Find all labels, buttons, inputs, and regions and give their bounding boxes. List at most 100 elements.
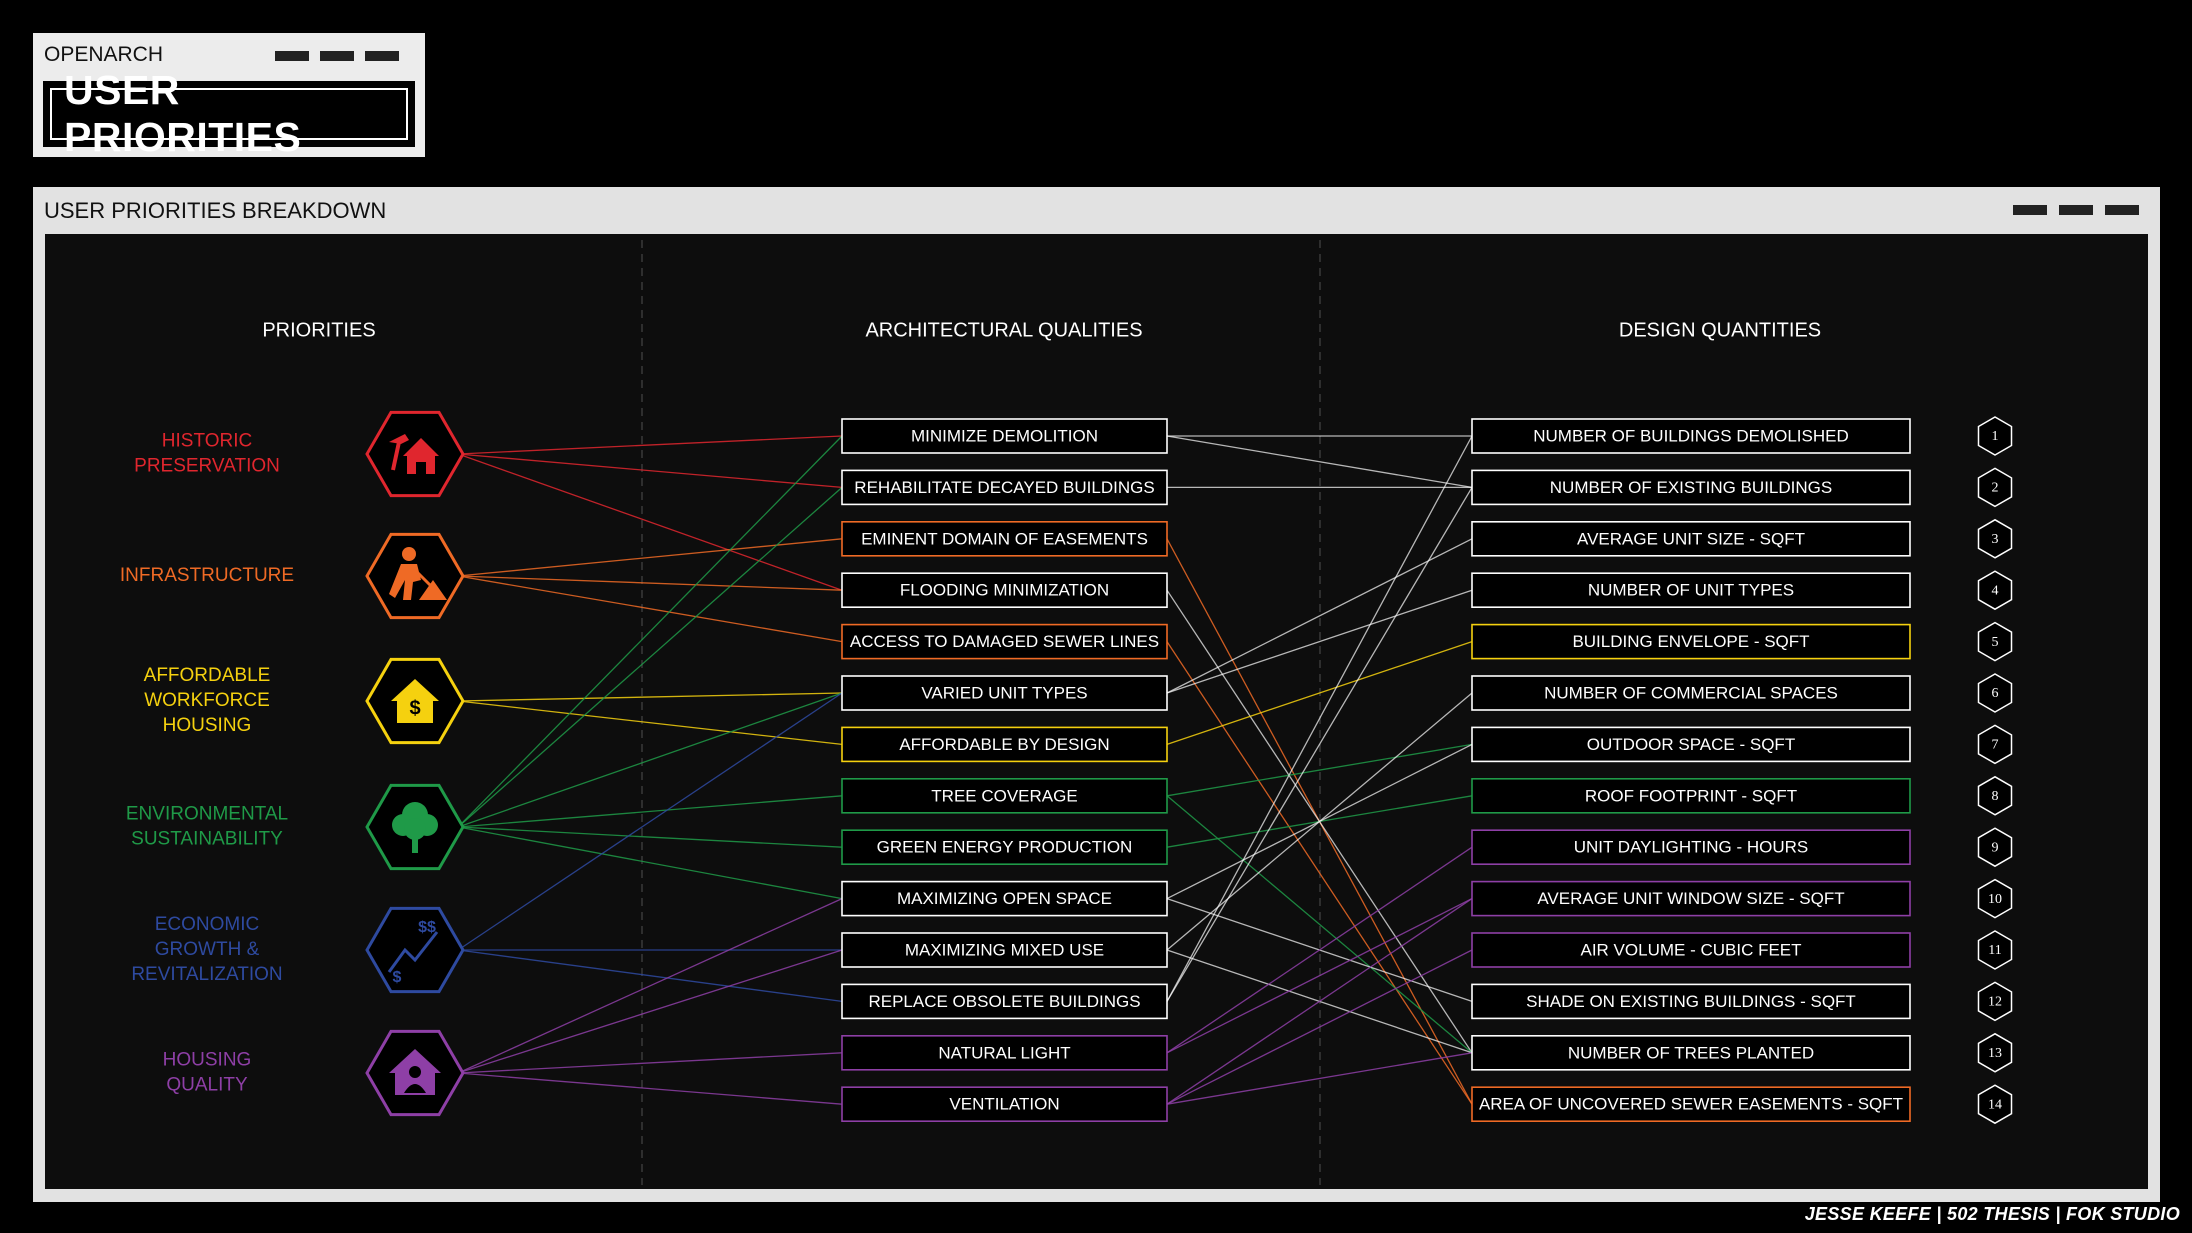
quantity-box: NUMBER OF UNIT TYPES 4 [1471,570,2013,611]
title-card-window-controls [275,51,399,61]
priority-label: ECONOMIC [155,914,260,935]
quantity-box: AVERAGE UNIT SIZE - SQFT 3 [1471,518,2013,559]
quality-label: VARIED UNIT TYPES [921,683,1087,702]
quality-label: MAXIMIZING MIXED USE [905,940,1104,959]
quantity-label: OUTDOOR SPACE - SQFT [1587,735,1795,754]
priority-quality-link [458,575,843,643]
quality-box: MINIMIZE DEMOLITION [841,418,1168,454]
window-controls [2013,205,2139,215]
dirt-pile [419,580,447,600]
quantity-number-badge: 7 [1977,724,2013,765]
priority-label: QUALITY [166,1075,248,1096]
quantity-box-frame [1471,932,1911,968]
quality-quantity-link [1166,487,1473,1002]
quality-box: MAXIMIZING MIXED USE [841,932,1168,968]
door-shape [416,462,426,474]
quantity-number: 6 [1992,686,1999,701]
quantity-number-badge: 5 [1977,621,2013,662]
quality-box: TREE COVERAGE [841,777,1168,814]
quantity-number: 3 [1992,532,1999,547]
number-hexagon [1977,1084,2013,1125]
quality-box-frame [841,1086,1168,1122]
window-control-dash [275,51,309,61]
quality-box: AFFORDABLE BY DESIGN [841,726,1168,763]
priority-item: HISTORIC PRESERVATION [134,410,465,498]
priority-quality-link [458,826,843,848]
quantity-number: 7 [1992,738,1999,753]
quantity-label: NUMBER OF TREES PLANTED [1568,1043,1814,1062]
number-hexagon [1977,621,2013,662]
quantity-box: AREA OF UNCOVERED SEWER EASEMENTS - SQFT… [1471,1084,2013,1125]
dollar-signs: $$ [418,919,436,936]
quantity-number: 10 [1988,892,2002,907]
priority-quality-link [458,826,843,900]
quantity-number-badge: 4 [1977,570,2013,611]
quality-quantity-link [1166,641,1473,1105]
quality-quantity-link [1166,949,1473,1105]
quality-box-frame [841,572,1168,609]
priority-quality-link [457,692,843,951]
quality-label: MAXIMIZING OPEN SPACE [897,889,1112,908]
quantity-number-badge: 13 [1977,1032,2013,1073]
quality-box: GREEN ENERGY PRODUCTION [841,829,1168,866]
priority-quality-link [458,575,843,591]
priority-label: HISTORIC [162,431,252,452]
quantity-number: 11 [1988,943,2001,958]
number-hexagon [1977,878,2013,919]
priority-item: AFFORDABLE WORKFORCE HOUSING $ [144,657,465,745]
quantity-label: NUMBER OF EXISTING BUILDINGS [1550,478,1832,497]
quantity-box-frame [1471,983,1911,1020]
quality-quantity-link [1166,846,1473,1054]
quantity-number: 2 [1992,481,1999,496]
quantity-box: ROOF FOOTPRINT - SQFT 8 [1471,775,2013,816]
priority-label: REVITALIZATION [131,964,282,985]
quality-box: MAXIMIZING OPEN SPACE [841,880,1168,917]
person-body [404,1084,426,1093]
priority-label: AFFORDABLE [144,665,271,686]
quality-box-frame [841,983,1168,1020]
number-hexagon [1977,724,2013,765]
quantity-box-frame [1471,469,1911,506]
quantity-number: 1 [1992,429,1999,444]
quantity-number: 4 [1992,583,1999,598]
quantity-box: AIR VOLUME - CUBIC FEET 11 [1471,930,2013,970]
quality-label: VENTILATION [949,1095,1059,1114]
house-shape [391,679,439,723]
quality-label: MINIMIZE DEMOLITION [911,426,1098,445]
connection-lines [457,435,1473,1105]
quality-box: FLOODING MINIMIZATION [841,572,1168,609]
number-hexagon [1977,1032,2013,1073]
quantity-number: 14 [1988,1097,2002,1112]
worker-head [402,547,416,561]
priority-quality-link [457,692,843,828]
quantity-number-badge: 10 [1977,878,2013,919]
priority-item: ENVIRONMENTAL SUSTAINABILITY [126,783,465,871]
quality-box-frame [841,880,1168,917]
quality-label: TREE COVERAGE [931,786,1077,805]
number-hexagon [1977,416,2013,456]
quality-label: EMINENT DOMAIN OF EASEMENTS [861,529,1148,548]
house-dollar-icon: $ [391,679,439,723]
quantity-box: AVERAGE UNIT WINDOW SIZE - SQFT 10 [1471,878,2013,919]
quality-box: REHABILITATE DECAYED BUILDINGS [841,469,1168,506]
quantity-number: 9 [1992,840,1999,855]
quantity-box-frame [1471,1086,1911,1122]
number-hexagon [1977,981,2013,1022]
quantity-label: NUMBER OF BUILDINGS DEMOLISHED [1533,426,1849,445]
priority-quality-link [458,949,843,1074]
quality-box: NATURAL LIGHT [841,1035,1168,1071]
quality-quantity-link [1166,898,1473,1054]
quality-box-frame [841,469,1168,506]
quantity-box: OUTDOOR SPACE - SQFT 7 [1471,724,2013,765]
quantity-box: UNIT DAYLIGHTING - HOURS 9 [1471,827,2013,868]
quantity-number-badge: 3 [1977,518,2013,559]
quality-quantity-link [1166,743,1473,797]
priority-quality-link [458,949,843,1003]
quality-box: REPLACE OBSOLETE BUILDINGS [841,983,1168,1020]
house-person-icon [389,1049,441,1095]
number-hexagon [1977,467,2013,508]
quantity-box: SHADE ON EXISTING BUILDINGS - SQFT 12 [1471,981,2013,1022]
quality-label: REPLACE OBSOLETE BUILDINGS [868,992,1140,1011]
